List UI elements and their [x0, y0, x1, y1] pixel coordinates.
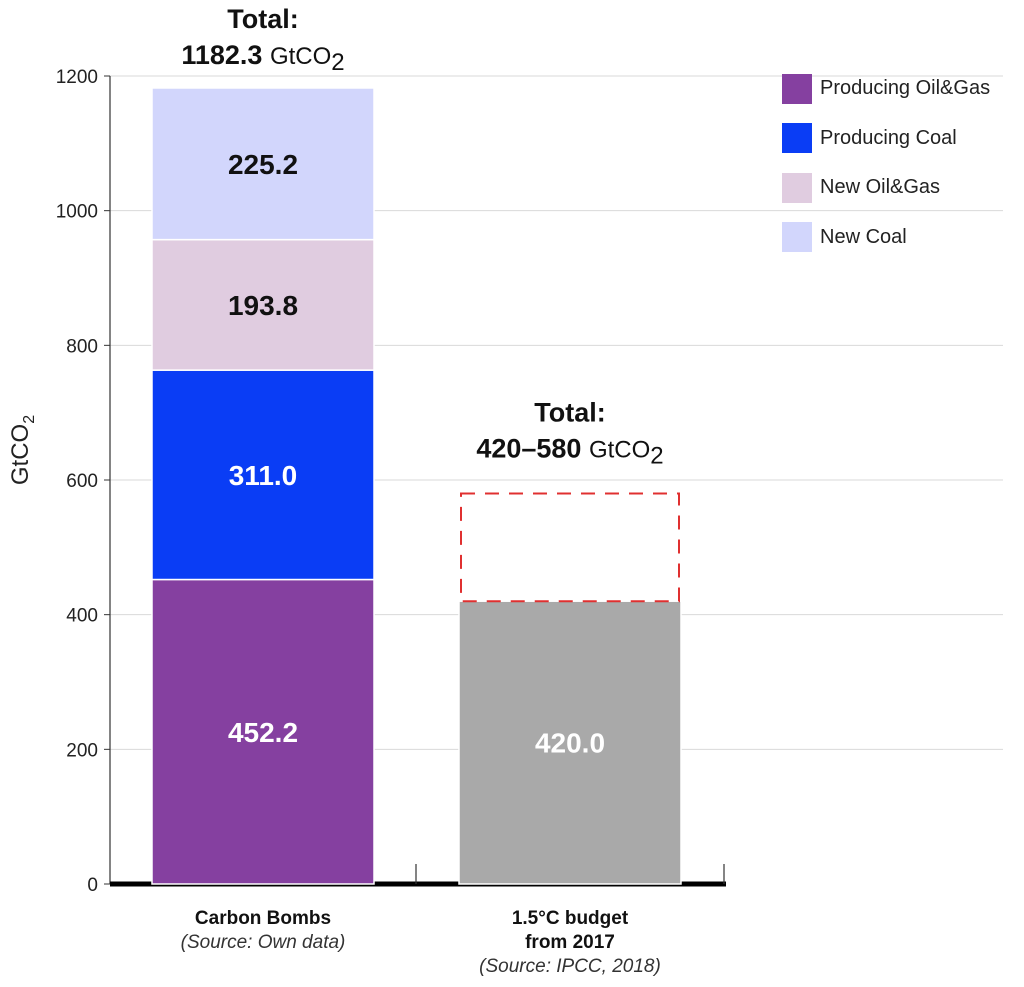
data-label: 193.8 — [228, 290, 298, 321]
total-unit-subscript: 2 — [650, 442, 663, 469]
category-label: from 2017 — [525, 932, 615, 953]
category-source: (Source: IPCC, 2018) — [479, 956, 661, 977]
legend-item-producing-oil-gas: Producing Oil&Gas — [782, 64, 990, 114]
legend-label: Producing Coal — [820, 126, 957, 149]
legend-label: New Oil&Gas — [820, 176, 941, 199]
total-title: Total: — [227, 4, 298, 34]
y-tick-label: 800 — [66, 336, 98, 357]
category-label: Carbon Bombs — [195, 908, 331, 929]
y-axis-label: GtCO2 — [7, 415, 38, 485]
total-unit: GtCO — [270, 43, 331, 70]
bar-segment — [151, 238, 375, 371]
total-unit-subscript: 2 — [331, 49, 344, 76]
data-label: 452.2 — [228, 717, 298, 748]
legend-item-new-coal: New Coal — [782, 213, 990, 263]
total-number: 420–580 — [476, 433, 589, 463]
legend-swatch — [782, 172, 812, 203]
total-value: 1182.3 GtCO2 — [181, 40, 344, 76]
total-title: Total: — [534, 397, 605, 427]
data-label: 311.0 — [229, 460, 298, 491]
y-tick-label: 400 — [66, 606, 98, 627]
total-value: 420–580 GtCO2 — [476, 433, 663, 469]
bar-segment — [151, 578, 375, 885]
y-tick-label: 1000 — [56, 202, 98, 223]
y-tick-label: 0 — [87, 875, 98, 896]
bar-segment — [458, 600, 682, 885]
legend-label: New Coal — [820, 225, 907, 248]
data-label: 225.2 — [228, 149, 298, 180]
legend-swatch — [782, 222, 812, 253]
total-number: 1182.3 — [181, 40, 270, 70]
y-tick-label: 1200 — [56, 67, 98, 88]
range-box — [460, 492, 680, 603]
legend-swatch — [782, 123, 812, 154]
legend-label: Producing Oil&Gas — [820, 77, 991, 100]
total-unit: GtCO — [589, 436, 650, 463]
legend-item-new-oil-gas: New Oil&Gas — [782, 163, 990, 213]
category-label: 1.5°C budget — [512, 908, 629, 929]
y-tick-label: 200 — [66, 740, 98, 761]
y-tick-label: 600 — [66, 471, 98, 492]
bar-segment — [151, 87, 375, 241]
legend-item-producing-coal: Producing Coal — [782, 114, 990, 164]
data-label: 420.0 — [535, 728, 605, 759]
category-source: (Source: Own data) — [181, 932, 346, 953]
bars — [151, 87, 682, 885]
legend-swatch — [782, 73, 812, 104]
legend: Producing Oil&Gas Producing Coal New Oil… — [782, 64, 990, 262]
